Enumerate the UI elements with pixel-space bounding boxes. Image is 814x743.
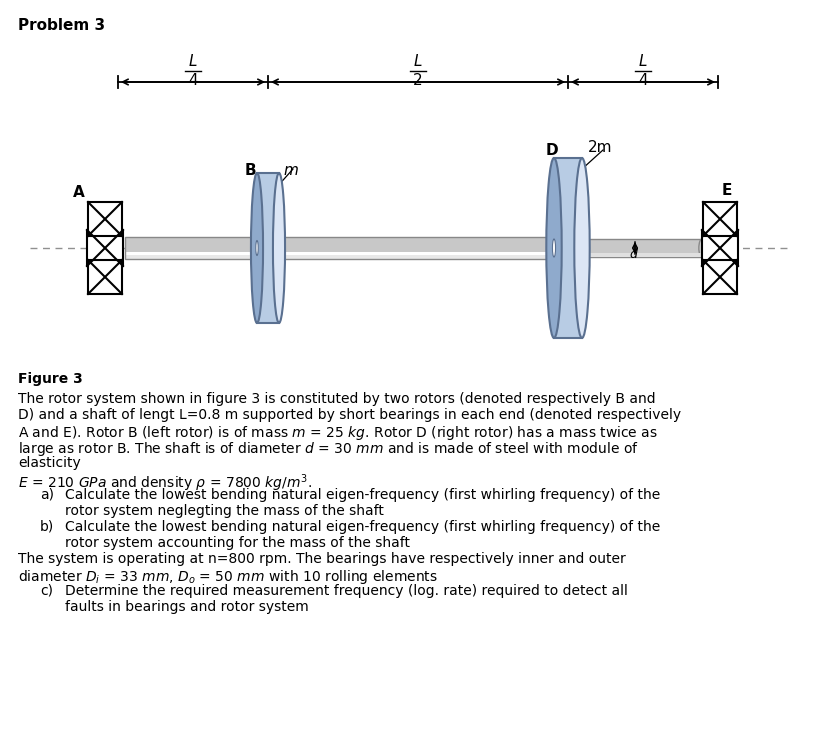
- Bar: [88, 260, 122, 294]
- Bar: [703, 260, 737, 294]
- Ellipse shape: [273, 173, 285, 323]
- Text: The rotor system shown in figure 3 is constituted by two rotors (denoted respect: The rotor system shown in figure 3 is co…: [18, 392, 655, 406]
- Text: A and E). Rotor B (left rotor) is of mass $m$ = 25 $kg$. Rotor D (right rotor) h: A and E). Rotor B (left rotor) is of mas…: [18, 424, 658, 442]
- Text: Calculate the lowest bending natural eigen-frequency (first whirling frequency) : Calculate the lowest bending natural eig…: [65, 488, 660, 502]
- Bar: [554, 158, 582, 338]
- Text: a): a): [40, 488, 54, 502]
- Text: diameter $D_i$ = 33 $mm$, $D_o$ = 50 $mm$ with 10 rolling elements: diameter $D_i$ = 33 $mm$, $D_o$ = 50 $mm…: [18, 568, 438, 586]
- Bar: [125, 237, 554, 253]
- Text: Calculate the lowest bending natural eigen-frequency (first whirling frequency) : Calculate the lowest bending natural eig…: [65, 520, 660, 534]
- Text: L: L: [414, 54, 422, 69]
- Ellipse shape: [256, 241, 258, 256]
- Text: B: B: [244, 163, 256, 178]
- Text: faults in bearings and rotor system: faults in bearings and rotor system: [65, 600, 309, 614]
- Text: The system is operating at n=800 rpm. The bearings have respectively inner and o: The system is operating at n=800 rpm. Th…: [18, 552, 626, 566]
- Text: m: m: [283, 163, 298, 178]
- Text: 2: 2: [414, 73, 422, 88]
- Text: L: L: [639, 54, 647, 69]
- Bar: [703, 202, 737, 236]
- Ellipse shape: [546, 158, 562, 338]
- Text: L: L: [189, 54, 197, 69]
- Text: A: A: [73, 185, 85, 200]
- Text: D) and a shaft of lengt L=0.8 m supported by short bearings in each end (denoted: D) and a shaft of lengt L=0.8 m supporte…: [18, 408, 681, 422]
- Bar: [125, 237, 554, 259]
- Ellipse shape: [699, 239, 705, 257]
- Text: d: d: [629, 248, 637, 261]
- Text: Determine the required measurement frequency (log. rate) required to detect all: Determine the required measurement frequ…: [65, 584, 628, 598]
- Text: c): c): [40, 584, 53, 598]
- Text: 4: 4: [638, 73, 648, 88]
- Text: 2m: 2m: [588, 140, 612, 155]
- Text: D: D: [545, 143, 558, 158]
- Text: elasticity: elasticity: [18, 456, 81, 470]
- Ellipse shape: [251, 173, 263, 323]
- Bar: [257, 173, 279, 323]
- Text: rotor system neglegting the mass of the shaft: rotor system neglegting the mass of the …: [65, 504, 384, 518]
- Text: 4: 4: [188, 73, 198, 88]
- Bar: [87, 230, 123, 266]
- Ellipse shape: [553, 239, 555, 257]
- Text: b): b): [40, 520, 55, 534]
- Text: Problem 3: Problem 3: [18, 18, 105, 33]
- Bar: [125, 255, 554, 259]
- Bar: [582, 253, 702, 257]
- Bar: [88, 202, 122, 236]
- Ellipse shape: [575, 158, 589, 338]
- Bar: [702, 230, 738, 266]
- Text: rotor system accounting for the mass of the shaft: rotor system accounting for the mass of …: [65, 536, 410, 550]
- Text: large as rotor B. The shaft is of diameter $d$ = 30 $mm$ and is made of steel wi: large as rotor B. The shaft is of diamet…: [18, 440, 639, 458]
- Text: Figure 3: Figure 3: [18, 372, 83, 386]
- Bar: [582, 239, 702, 257]
- Text: E: E: [722, 183, 733, 198]
- Text: $E$ = 210 $GPa$ and density $\rho$ = 7800 $kg/m^3$.: $E$ = 210 $GPa$ and density $\rho$ = 780…: [18, 472, 312, 493]
